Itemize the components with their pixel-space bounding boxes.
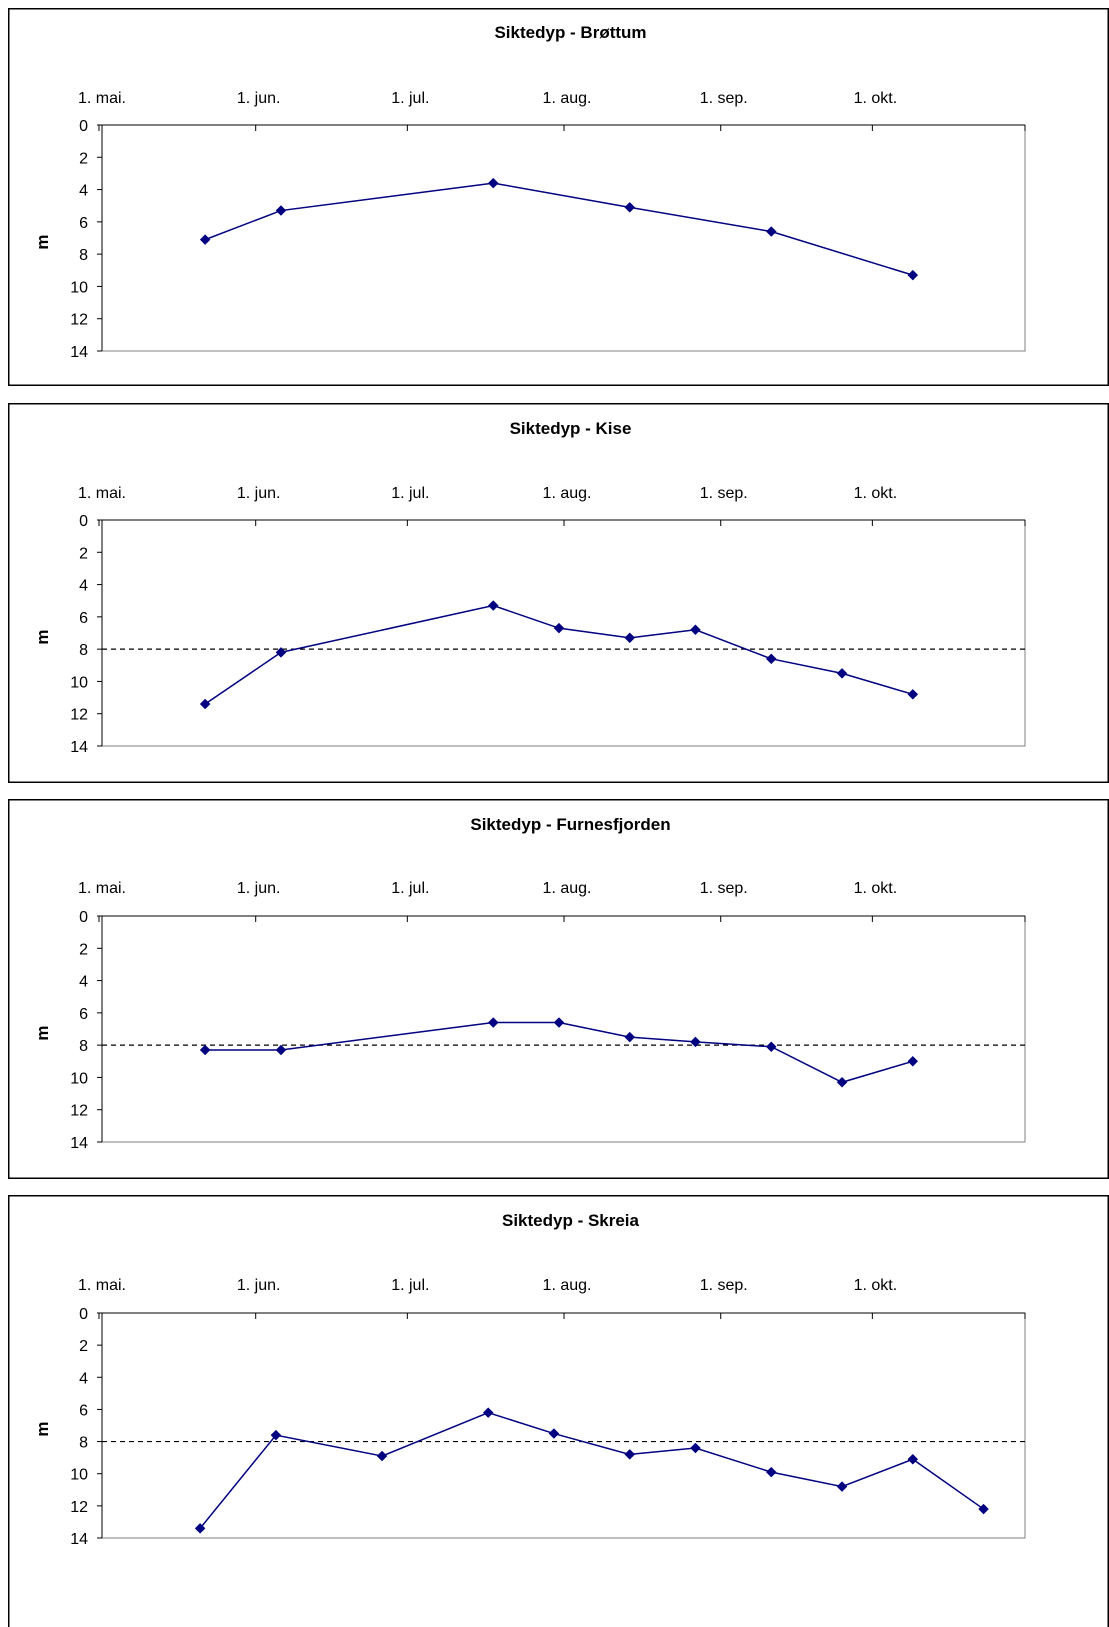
x-tick-label: 1. aug. [543,90,592,107]
plot-area [102,520,1025,746]
x-tick-label: 1. jun. [237,90,281,107]
y-tick-label: 2 [79,150,88,167]
y-tick-label: 0 [79,1306,88,1323]
y-tick-label: 4 [79,578,88,595]
y-axis-title: m [33,1421,52,1436]
y-tick-label: 14 [70,344,88,361]
x-tick-label: 1. jun. [237,1277,281,1294]
chart-title: Siktedyp - Brøttum [494,23,646,42]
y-tick-label: 12 [70,1499,88,1516]
x-tick-label: 1. mai. [78,1277,126,1294]
x-tick-label: 1. aug. [543,485,592,502]
chart-panel-kise: Siktedyp - Kise 1. mai. 1. jun. 1. jul. 1. a… [8,403,1109,783]
plot-area [102,916,1025,1142]
y-tick-label: 10 [70,1070,88,1087]
chart-title: Siktedyp - Skreia [502,1211,640,1230]
x-tick-label: 1. sep. [700,90,748,107]
x-tick-label: 1. jul. [391,880,429,897]
chart-panel-skreia: Siktedyp - Skreia 1. mai. 1. jun. 1. jul. 1.… [8,1195,1109,1627]
y-axis-title: m [33,234,52,249]
x-tick-label: 1. mai. [78,880,126,897]
y-tick-label: 12 [70,707,88,724]
x-tick-label: 1. aug. [543,880,592,897]
y-tick-label: 8 [79,1038,88,1055]
y-tick-label: 8 [79,1435,88,1452]
y-tick-label: 10 [70,674,88,691]
y-tick-label: 6 [79,610,88,627]
y-tick-label: 0 [79,118,88,135]
y-tick-label: 0 [79,909,88,926]
y-tick-label: 6 [79,215,88,232]
y-tick-label: 6 [79,1402,88,1419]
y-tick-label: 12 [70,1103,88,1120]
y-tick-label: 10 [70,1467,88,1484]
y-tick-label: 2 [79,545,88,562]
chart-svg-brottum: Siktedyp - Brøttum 1. mai. 1. jun. 1. jul. 1… [8,8,1109,386]
x-tick-label: 1. okt. [854,485,898,502]
y-tick-label: 4 [79,1370,88,1387]
x-tick-label: 1. sep. [700,485,748,502]
y-tick-label: 14 [70,739,88,756]
x-tick-label: 1. mai. [78,485,126,502]
plot-area [102,1313,1025,1538]
x-tick-label: 1. jul. [391,485,429,502]
y-tick-label: 8 [79,642,88,659]
y-tick-label: 6 [79,1006,88,1023]
y-tick-label: 12 [70,312,88,329]
y-tick-label: 0 [79,513,88,530]
x-tick-label: 1. aug. [543,1277,592,1294]
chart-svg-skreia: Siktedyp - Skreia 1. mai. 1. jun. 1. jul. 1.… [8,1195,1109,1627]
chart-title: Siktedyp - Kise [510,419,632,438]
x-tick-label: 1. jul. [391,90,429,107]
y-tick-label: 14 [70,1531,88,1548]
y-tick-label: 2 [79,1338,88,1355]
y-tick-label: 8 [79,247,88,264]
plot-area [102,125,1025,351]
chart-svg-kise: Siktedyp - Kise 1. mai. 1. jun. 1. jul. 1. a… [8,403,1109,783]
chart-panel-brottum: Siktedyp - Brøttum 1. mai. 1. jun. 1. jul. 1… [8,8,1109,386]
chart-svg-furnesfjorden: Siktedyp - Furnesfjorden 1. mai. 1. jun. 1.… [8,799,1109,1179]
x-tick-label: 1. jun. [237,880,281,897]
y-tick-label: 4 [79,183,88,200]
y-tick-label: 4 [79,974,88,991]
x-tick-label: 1. sep. [700,1277,748,1294]
x-tick-label: 1. mai. [78,90,126,107]
y-tick-label: 10 [70,279,88,296]
y-tick-label: 14 [70,1135,88,1152]
y-axis-title: m [33,629,52,644]
chart-title: Siktedyp - Furnesfjorden [470,815,670,834]
y-axis-title: m [33,1025,52,1040]
x-tick-label: 1. okt. [854,880,898,897]
chart-panel-furnesfjorden: Siktedyp - Furnesfjorden 1. mai. 1. jun. 1.… [8,799,1109,1179]
x-tick-label: 1. okt. [854,90,898,107]
x-tick-label: 1. jun. [237,485,281,502]
y-tick-label: 2 [79,941,88,958]
x-tick-label: 1. jul. [391,1277,429,1294]
x-tick-label: 1. sep. [700,880,748,897]
x-tick-label: 1. okt. [854,1277,898,1294]
